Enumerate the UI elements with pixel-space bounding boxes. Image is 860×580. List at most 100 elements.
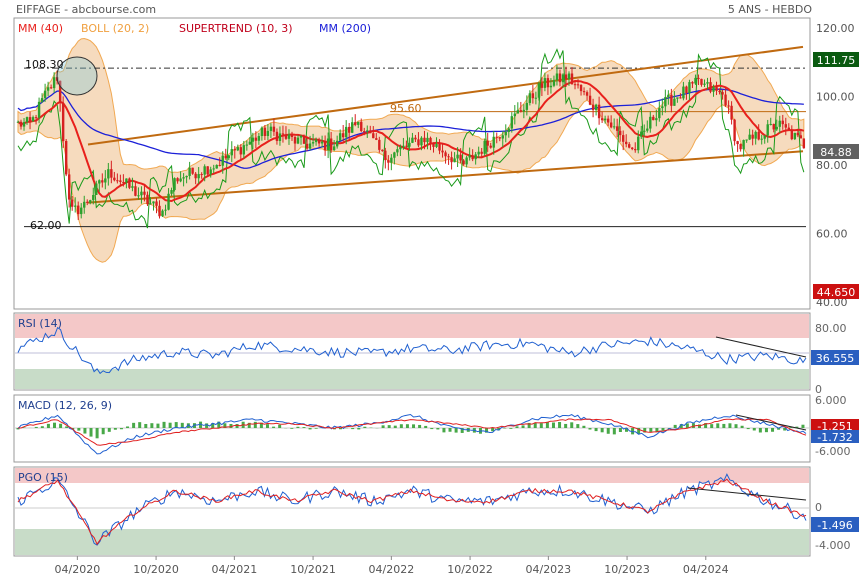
rsi-value: 36.555 [816,352,855,365]
candle-body [697,77,700,79]
candle-body [742,140,745,150]
pgo-value: -1.496 [817,519,852,532]
candle-body [673,98,676,106]
price-badge-current-text: 84.88 [820,146,852,159]
candle-body [134,186,137,196]
candle-body [137,195,140,197]
candle-body [534,97,538,99]
candle-body [113,177,116,181]
macd-line [17,413,807,455]
candle-body [585,92,589,96]
candle-body [456,154,459,159]
main-y-tick: 60.00 [816,228,848,241]
candle-body [224,155,227,159]
candle-body [573,84,577,86]
candle-body [462,160,465,165]
candle-body [37,101,41,118]
candle-body [664,97,667,107]
ma200-line [17,88,804,169]
candle-body [140,191,143,196]
main-y-tick: 100.00 [816,91,855,104]
candle-body [275,131,279,141]
candle-body [233,149,236,151]
pgo-value-badge [811,517,859,532]
candle-body [640,131,643,137]
candle-body [411,137,414,143]
candle-body [221,155,224,166]
candle-body [564,74,568,80]
candle-body [46,87,50,91]
candle-body [64,141,68,175]
candle-body [149,203,152,205]
pgo-trendline [687,487,807,501]
candle-body [188,167,191,176]
candle-body [58,80,62,104]
pgo-tick-zero: 0 [815,501,822,514]
candle-body [107,169,110,179]
candle-body [287,134,291,139]
candle-body [790,129,794,140]
legend-item: BOLL (20, 2) [81,22,149,35]
rsi-value-badge [811,350,859,365]
macd-tick-bottom: -6.000 [815,445,850,458]
candle-body [748,134,751,140]
candle-body [89,200,92,203]
candle-body [745,139,748,141]
candle-body [543,78,547,88]
candle-body [483,140,486,154]
candle-body [513,113,517,117]
rsi-oversold-zone [15,369,809,389]
candle-body [323,141,327,151]
candle-body [694,77,697,84]
rsi-tick-80: 80.00 [815,322,847,335]
candle-body [628,144,631,148]
high-circle-marker [56,56,98,96]
rsi-label: RSI (14) [18,317,62,330]
macd-label: MACD (12, 26, 9) [18,399,112,412]
candle-body [206,166,209,175]
candle-body [591,104,595,110]
candle-body [16,121,20,123]
rsi-trendline [715,336,807,358]
candle-body [86,201,89,203]
candle-body [450,157,453,163]
candle-body [402,145,405,148]
candle-body [718,90,721,93]
x-tick-label: 10/2020 [133,563,179,576]
candle-body [70,199,74,207]
candle-body [552,80,556,86]
candle-body [378,139,381,150]
candle-body [703,83,706,85]
candle-body [588,95,592,105]
candle-body [495,136,498,138]
candle-body [158,205,161,217]
candle-body [634,149,637,151]
candle-body [408,142,411,147]
candle-body [546,78,550,88]
macd-value2-badge [811,430,859,443]
candle-body [143,191,146,195]
candle-body [161,210,164,217]
candle-body [688,82,691,93]
macd-value1: -1.251 [817,420,852,433]
candle-body [43,90,47,99]
candle-body [754,131,757,139]
candle-body [83,201,86,208]
candle-body [351,122,354,133]
candle-body [348,126,351,133]
candle-body [25,117,29,123]
candle-body [438,143,441,151]
x-tick-label: 04/2024 [683,563,729,576]
candle-body [338,133,342,141]
candle-body [676,97,679,99]
candle-body [405,145,408,147]
candle-body [308,143,312,149]
candle-body [787,127,790,130]
channel-lower-line [87,150,804,204]
candle-body [384,150,387,161]
macd-panel [13,394,811,463]
candle-body [242,145,246,155]
candle-body [260,127,264,137]
candle-body [302,135,306,144]
candle-body [492,136,495,148]
